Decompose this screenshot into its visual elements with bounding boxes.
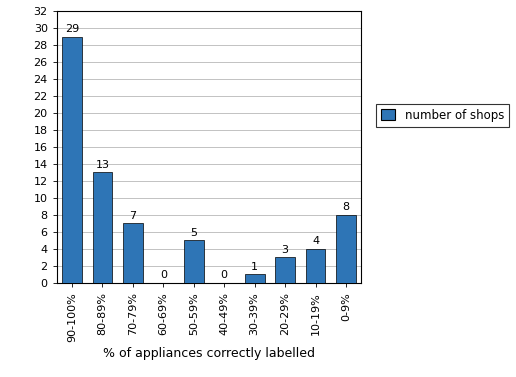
Text: 0: 0 bbox=[160, 270, 167, 280]
Text: 29: 29 bbox=[65, 24, 79, 34]
Text: 1: 1 bbox=[251, 262, 258, 272]
Bar bbox=[336, 215, 356, 283]
Bar bbox=[275, 257, 295, 283]
Bar bbox=[245, 274, 265, 283]
Legend: number of shops: number of shops bbox=[376, 104, 509, 127]
Text: 3: 3 bbox=[282, 245, 288, 255]
Bar bbox=[62, 37, 82, 283]
Bar bbox=[123, 223, 143, 283]
Bar bbox=[92, 173, 112, 283]
Text: 8: 8 bbox=[343, 202, 349, 212]
Bar bbox=[184, 241, 204, 283]
Text: 7: 7 bbox=[130, 211, 136, 221]
Bar bbox=[305, 249, 326, 283]
Text: 0: 0 bbox=[221, 270, 228, 280]
X-axis label: % of appliances correctly labelled: % of appliances correctly labelled bbox=[103, 347, 315, 360]
Text: 4: 4 bbox=[312, 236, 319, 246]
Text: 13: 13 bbox=[95, 160, 109, 170]
Text: 5: 5 bbox=[190, 228, 197, 238]
